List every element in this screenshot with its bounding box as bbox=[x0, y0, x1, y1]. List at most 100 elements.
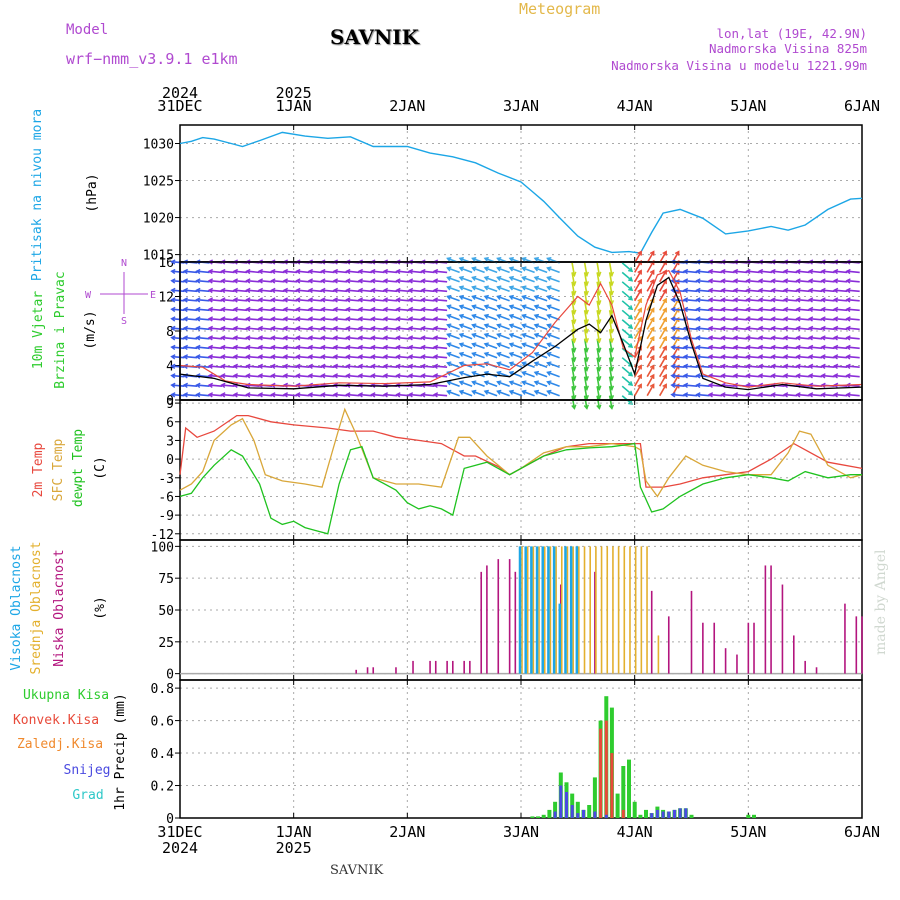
wind-arrow bbox=[234, 393, 248, 397]
wind-arrow bbox=[447, 343, 460, 350]
wind-arrow-head bbox=[458, 285, 464, 291]
wind-arrow bbox=[359, 393, 373, 397]
wind-arrow bbox=[246, 308, 260, 312]
wind-arrow-head bbox=[637, 383, 642, 389]
wind-arrow-head bbox=[282, 344, 288, 351]
wind-arrow-head bbox=[682, 373, 689, 379]
wind-arrow-head bbox=[521, 370, 527, 376]
wind-arrow bbox=[271, 355, 285, 359]
wind-arrow-head bbox=[782, 316, 789, 322]
wind-arrow bbox=[409, 365, 423, 368]
wind-arrow-head bbox=[583, 385, 589, 391]
wind-arrow bbox=[534, 371, 548, 378]
wind-arrow-head bbox=[483, 342, 489, 348]
wind-arrow-head bbox=[608, 366, 615, 372]
wind-arrow bbox=[522, 295, 535, 302]
wind-arrow bbox=[846, 270, 860, 274]
wind-arrow-head bbox=[483, 389, 489, 395]
unit-wind: (m/s) bbox=[83, 310, 98, 349]
wind-arrow-head bbox=[674, 250, 680, 256]
wind-arrow bbox=[771, 279, 785, 283]
wind-arrow-head bbox=[395, 335, 401, 341]
wind-arrow bbox=[809, 365, 823, 368]
precip-bar-total bbox=[541, 814, 546, 818]
wind-arrow bbox=[346, 317, 360, 321]
wind-arrow-head bbox=[521, 257, 527, 262]
wind-arrow bbox=[809, 308, 823, 312]
wind-arrow-head bbox=[649, 383, 655, 389]
wind-arrow-head bbox=[357, 373, 364, 379]
wind-arrow bbox=[434, 270, 448, 274]
wind-arrow-head bbox=[546, 323, 552, 329]
wind-arrow-head bbox=[195, 325, 201, 332]
wind-arrow-head bbox=[182, 392, 189, 398]
wind-arrow-head bbox=[832, 306, 839, 313]
wind-arrow bbox=[608, 262, 613, 276]
wind-arrow-head bbox=[820, 354, 826, 360]
wind-arrow-head bbox=[649, 316, 655, 322]
wind-arrow-head bbox=[637, 288, 642, 294]
wind-arrow bbox=[734, 317, 748, 321]
wind-arrow bbox=[221, 355, 235, 359]
wind-arrow-head bbox=[807, 306, 814, 313]
wind-arrow bbox=[771, 308, 785, 312]
wind-arrow-head bbox=[195, 278, 201, 284]
wind-arrow bbox=[384, 279, 398, 283]
wind-arrow bbox=[621, 271, 633, 282]
wind-arrow bbox=[184, 384, 198, 387]
precip-bar-conv bbox=[604, 720, 608, 818]
wind-arrow bbox=[221, 327, 235, 331]
wind-arrow bbox=[296, 393, 310, 397]
wind-arrow bbox=[447, 305, 460, 312]
wind-arrow-head bbox=[220, 287, 226, 294]
wind-arrow bbox=[209, 384, 223, 387]
wind-arrow-head bbox=[483, 294, 489, 300]
wind-arrow-head bbox=[432, 335, 439, 341]
wind-arrow bbox=[171, 384, 185, 387]
wind-arrow bbox=[696, 298, 710, 302]
precip-bar-snow bbox=[661, 811, 665, 818]
wind-arrow bbox=[709, 365, 723, 368]
wind-arrow bbox=[371, 279, 385, 283]
wind-arrow-head bbox=[662, 383, 667, 389]
wind-arrow-head bbox=[596, 404, 602, 410]
wind-arrow bbox=[271, 327, 285, 331]
wind-arrow bbox=[709, 308, 723, 312]
wind-arrow-head bbox=[257, 373, 264, 379]
wind-arrow-head bbox=[571, 319, 577, 325]
wind-arrow bbox=[221, 384, 235, 387]
wind-arrow-head bbox=[596, 290, 602, 296]
precip-bar-snow bbox=[667, 811, 671, 818]
wind-arrow bbox=[346, 374, 360, 378]
wind-arrow-head bbox=[662, 307, 667, 313]
wind-arrow bbox=[796, 298, 810, 302]
wind-arrow-head bbox=[420, 287, 426, 294]
wind-arrow-head bbox=[420, 306, 426, 313]
wind-arrow bbox=[434, 374, 448, 378]
wind-arrow-head bbox=[770, 354, 776, 360]
wind-arrow bbox=[547, 295, 560, 302]
wind-arrow bbox=[621, 385, 633, 396]
wind-arrow bbox=[184, 279, 198, 283]
wind-arrow bbox=[634, 270, 642, 283]
wind-arrow-head bbox=[832, 392, 839, 398]
wind-arrow-head bbox=[270, 268, 276, 275]
wind-arrow-head bbox=[471, 313, 477, 319]
compass-icon: NSW E bbox=[85, 258, 156, 327]
wind-arrow bbox=[522, 381, 535, 387]
wind-arrow-head bbox=[395, 306, 401, 313]
wind-arrow bbox=[721, 279, 735, 283]
wind-arrow-head bbox=[770, 278, 776, 284]
wind-arrow-head bbox=[807, 392, 814, 398]
wind-arrow-head bbox=[757, 335, 764, 341]
wind-arrow-head bbox=[307, 392, 314, 398]
wind-arrow-head bbox=[608, 328, 615, 334]
wind-arrow bbox=[472, 343, 485, 350]
wind-arrow bbox=[547, 362, 560, 368]
wind-arrow-head bbox=[662, 373, 667, 379]
wind-arrow-head bbox=[245, 373, 251, 379]
ytick-label: 75 bbox=[158, 572, 174, 587]
wind-arrow bbox=[734, 336, 748, 340]
wind-arrow-head bbox=[432, 382, 439, 388]
